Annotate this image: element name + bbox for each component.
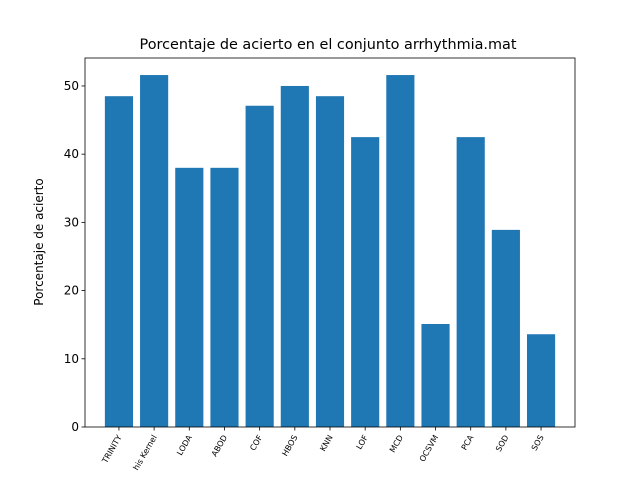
y-tick-label: 40 — [64, 147, 79, 161]
bar — [386, 75, 415, 427]
x-tick-label: ABOD — [210, 434, 229, 459]
plot-frame — [84, 57, 576, 428]
bar — [421, 324, 450, 427]
x-tick-label: PCA — [460, 433, 476, 452]
bar — [526, 334, 556, 427]
y-tick-label: 50 — [64, 79, 79, 93]
bar — [280, 85, 309, 428]
x-tick-label: SOS — [530, 434, 546, 453]
x-tick-label: LODA — [175, 433, 194, 457]
x-tick-label: SOD — [494, 434, 511, 454]
bar — [456, 137, 485, 427]
x-tick-label: TRINITY — [100, 433, 124, 465]
y-tick-label: 20 — [64, 284, 79, 298]
bar — [140, 75, 169, 427]
x-tick-label: OCSVM — [418, 433, 441, 463]
x-tick-label: MCD — [388, 434, 405, 455]
y-axis-label: Porcentaje de acierto — [32, 178, 46, 305]
bar — [210, 167, 239, 428]
bar — [175, 167, 204, 428]
y-tick-label: 0 — [71, 420, 79, 434]
x-tick-label: HBOS — [280, 434, 299, 458]
bar — [315, 96, 345, 428]
bar — [104, 96, 134, 428]
x-tick-label: COF — [248, 433, 264, 452]
x-tick-label: KNN — [318, 433, 334, 452]
bar — [491, 229, 520, 427]
y-tick-label: 10 — [64, 352, 79, 366]
x-tick-label: LOF — [355, 433, 371, 451]
bar — [351, 137, 380, 427]
chart-title: Porcentaje de acierto en el conjunto arr… — [140, 37, 517, 53]
x-tick-label: his Kernel — [131, 434, 158, 472]
y-tick-label: 30 — [64, 215, 79, 229]
bar — [245, 105, 274, 427]
